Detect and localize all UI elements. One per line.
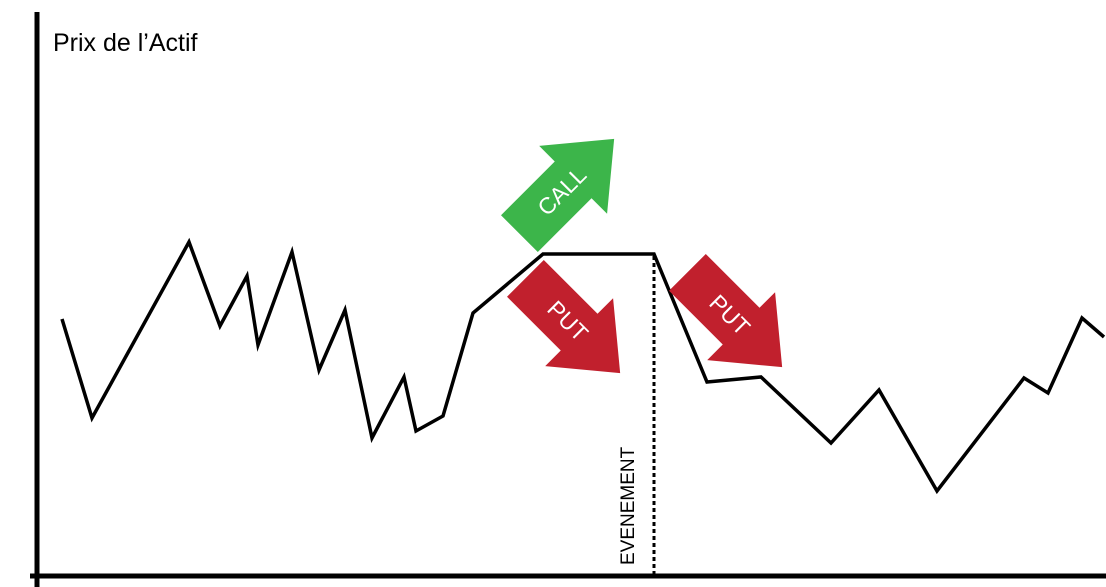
y-axis-title: Prix de l’Actif [53, 29, 198, 57]
put-arrow-shape [669, 254, 783, 368]
asset-price-line [60, 237, 1106, 495]
event-label: EVENEMENT [618, 446, 639, 565]
put-arrow-icon: PUT [669, 254, 783, 368]
put-arrow-icon: PUT [507, 260, 621, 374]
call-arrow-shape [501, 138, 615, 252]
call-arrow-icon: CALL [501, 138, 615, 252]
put-arrow-shape [507, 260, 621, 374]
